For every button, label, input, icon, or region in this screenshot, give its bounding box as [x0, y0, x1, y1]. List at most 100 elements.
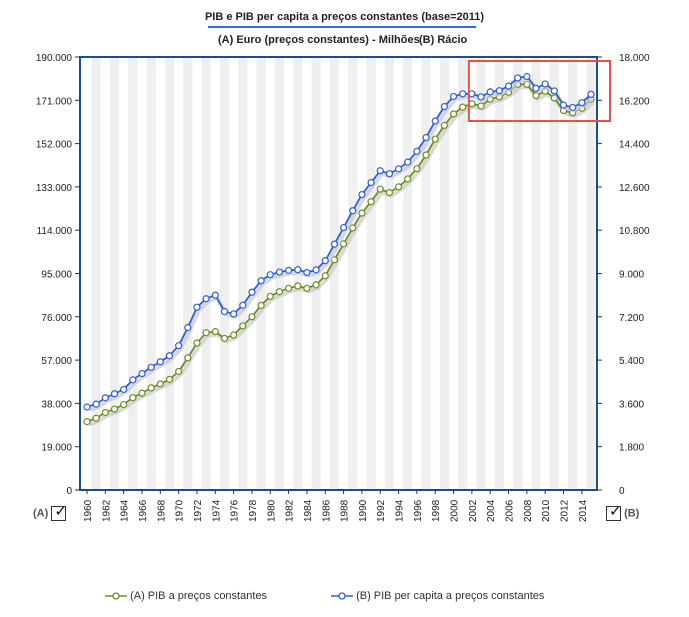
series-b-point — [394, 165, 403, 173]
right-axis-tick-label: 12.600 — [619, 183, 650, 194]
x-axis-tick-label: 2000 — [450, 499, 461, 522]
grid-band — [219, 57, 230, 490]
highlight-box — [467, 60, 612, 122]
series-b-point — [275, 268, 284, 276]
x-axis-tick-label: 1998 — [431, 499, 442, 522]
legend-item-a[interactable]: (A) PIB a preços constantes — [105, 590, 267, 602]
x-axis-tick-label: 2002 — [468, 499, 479, 522]
series-a-point — [477, 102, 485, 110]
series-a-point — [339, 240, 348, 248]
series-a-point — [147, 384, 155, 392]
grid-band — [586, 57, 596, 490]
right-axis-tick-label: 1.800 — [619, 443, 644, 454]
right-axis-tick-label: 16.200 — [619, 96, 650, 107]
series-b-point — [92, 400, 100, 408]
series-b-point — [541, 80, 549, 88]
series-a-point — [413, 165, 421, 173]
series-b-point — [303, 268, 311, 277]
series-a-point — [266, 292, 274, 300]
series-b-point — [239, 301, 247, 309]
x-axis-tick-label: 1960 — [83, 499, 94, 522]
toggle-b[interactable]: ✓ (B) — [606, 503, 640, 521]
series-a-point — [220, 334, 229, 343]
series-b-point — [349, 207, 357, 215]
grid-band — [238, 57, 248, 490]
series-a-point — [275, 288, 284, 296]
toggle-b-checkbox[interactable]: ✓ — [606, 503, 622, 521]
right-axis-tick-label: 10.800 — [619, 226, 650, 237]
subtitle-b: (B) Rácio — [419, 34, 468, 46]
toggle-a-checkbox[interactable]: ✓ — [51, 503, 67, 521]
left-axis-tick-label: 19.000 — [41, 443, 72, 454]
left-axis-tick-label: 95.000 — [41, 270, 72, 281]
series-b-point — [385, 170, 393, 178]
series-b-point — [578, 99, 586, 107]
x-axis-tick-label: 2004 — [486, 499, 497, 522]
x-axis-tick-label: 2014 — [578, 499, 589, 522]
grid-band — [513, 57, 523, 490]
left-axis-tick-label: 0 — [66, 486, 72, 497]
left-axis-tick-label: 171.000 — [36, 96, 73, 107]
series-a-point — [532, 92, 540, 100]
series-a-point — [83, 418, 91, 426]
series-b-point — [367, 178, 375, 187]
series-a-point — [376, 185, 384, 193]
series-b-point — [440, 102, 448, 111]
left-axis-tick-label: 38.000 — [41, 399, 72, 410]
x-axis-tick-label: 1992 — [376, 499, 387, 522]
toggle-a[interactable]: (A) ✓ — [33, 503, 67, 521]
series-b-point — [294, 266, 302, 274]
series-b-point — [339, 223, 348, 232]
series-b-point — [532, 84, 540, 92]
series-b-point — [156, 358, 164, 366]
series-b-point — [459, 90, 467, 98]
series-a-point — [138, 389, 146, 397]
x-axis-tick-label: 2010 — [541, 499, 552, 522]
x-axis-tick-label: 1970 — [175, 499, 186, 522]
series-a-point — [303, 284, 311, 292]
series-a-point — [257, 301, 265, 310]
toggle-b-label: (B) — [624, 507, 640, 520]
series-b-point — [376, 167, 384, 175]
left-axis-tick-label: 76.000 — [41, 313, 72, 324]
x-axis-tick-label: 1964 — [120, 499, 131, 522]
series-a-point — [184, 354, 192, 362]
series-a-point — [358, 209, 366, 217]
series-a-point — [156, 380, 164, 388]
grid-band — [183, 57, 193, 490]
series-a-point — [449, 110, 458, 118]
series-a-point — [394, 183, 403, 191]
grid-band — [366, 57, 376, 490]
grid-band — [531, 57, 541, 490]
series-b-point — [184, 324, 192, 332]
series-b-point — [312, 266, 320, 274]
series-a-point — [193, 339, 201, 347]
series-b-point — [193, 303, 201, 311]
series-shadow — [88, 77, 595, 412]
right-axis-tick-label: 0 — [619, 486, 625, 497]
x-axis-tick-label: 1972 — [193, 499, 204, 522]
grid-band — [549, 57, 559, 490]
series-a-point — [312, 281, 320, 289]
legend-label-b: (B) PIB per capita a preços constantes — [356, 590, 545, 602]
series-a-point — [120, 400, 128, 409]
x-axis-tick-label: 2006 — [505, 499, 516, 522]
x-axis-tick-label: 2008 — [523, 499, 534, 522]
grid-band — [164, 57, 175, 490]
legend-item-b[interactable]: (B) PIB per capita a preços constantes — [331, 590, 544, 602]
series-b-point — [404, 158, 412, 166]
x-axis-tick-label: 2012 — [560, 499, 571, 522]
series-b-point — [230, 310, 238, 318]
series-b-point — [587, 90, 595, 98]
grid-band — [128, 57, 138, 490]
series-a-point — [440, 121, 448, 129]
x-axis-tick-label: 1988 — [340, 499, 351, 522]
x-axis-tick-label: 1990 — [358, 499, 369, 522]
series-a-point — [385, 188, 393, 197]
series-a-point — [459, 103, 467, 111]
x-axis-tick-label: 1994 — [395, 499, 406, 522]
grid-band — [384, 57, 394, 490]
series-b-point — [486, 88, 494, 96]
series-b-point — [175, 342, 183, 350]
